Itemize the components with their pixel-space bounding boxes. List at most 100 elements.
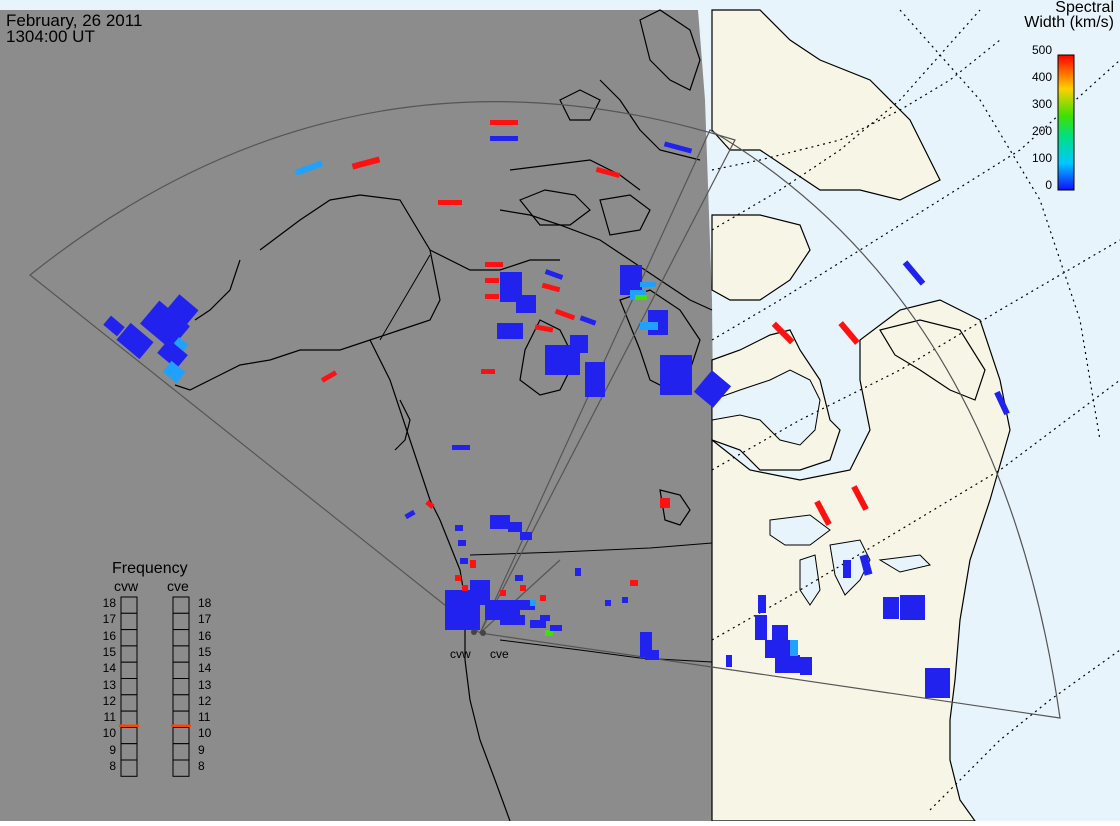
echo-cell [530, 600, 536, 606]
frequency-cell [172, 694, 190, 712]
frequency-tick-right: 8 [198, 759, 205, 773]
echo-cell [645, 650, 659, 660]
coastlines [174, 9, 713, 822]
echo-cell [500, 272, 522, 302]
colorbar-tick: 500 [1031, 43, 1052, 57]
frequency-cell [172, 645, 190, 663]
colorbar-tick: 300 [1031, 97, 1052, 111]
echo-cell [116, 322, 154, 360]
echo-cell [635, 295, 647, 300]
echo-cell [622, 597, 628, 603]
echo-cell [166, 294, 199, 326]
echo-cell [585, 362, 605, 397]
echo-cell [540, 595, 546, 601]
echo-cell [660, 355, 692, 395]
echo-cell [351, 156, 381, 170]
echo-cell [630, 580, 638, 586]
frequency-tick-left: 8 [109, 759, 116, 773]
latitude-grid [711, 9, 1120, 811]
frequency-cell [120, 678, 138, 696]
colorbar-title: Spectral Width (km/s) [1024, 0, 1114, 31]
echo-cell [859, 554, 873, 576]
frequency-tick-left: 11 [103, 710, 116, 725]
echo-cell [157, 339, 188, 369]
echo-cell [530, 620, 546, 628]
time-label: 1304:00 UT [6, 27, 95, 46]
echo-cell [458, 540, 466, 546]
date-label: February, 26 2011 [6, 11, 143, 30]
echo-cell [814, 500, 832, 526]
radar-site-cve [480, 630, 486, 636]
echo-cell [294, 160, 324, 176]
echo-cell [570, 335, 588, 353]
frequency-tick-left: 10 [102, 726, 116, 741]
echo-cell [758, 595, 766, 613]
radar-site-cvw [471, 629, 477, 635]
frequency-cell [172, 759, 190, 777]
frequency-tick-right: 12 [198, 693, 212, 708]
frequency-tick-left: 13 [102, 677, 116, 692]
frequency-cell [120, 596, 138, 614]
echo-cell [663, 141, 693, 154]
frequency-tick-right: 16 [198, 628, 212, 643]
colorbar-scale [1057, 54, 1075, 191]
frequency-title: Frequency [112, 560, 188, 577]
echo-cell [173, 337, 189, 351]
echo-cell [640, 322, 658, 330]
frequency-cell [172, 629, 190, 647]
frequency-cell [172, 661, 190, 680]
echo-cell [925, 668, 950, 698]
frequency-tick-right: 17 [198, 612, 212, 627]
echo-cell [900, 595, 925, 620]
echo-cell [883, 597, 899, 619]
echo-cell [994, 390, 1010, 416]
echo-cell [470, 580, 490, 605]
echo-cell [508, 522, 522, 532]
echo-cell [497, 323, 523, 339]
colorbar-tick: 200 [1031, 124, 1052, 138]
echo-cell [490, 136, 518, 141]
echo-cell [485, 294, 499, 299]
echo-cell [520, 532, 532, 540]
echo-cell [425, 500, 435, 509]
echo-cell [462, 585, 468, 591]
echo-cell [545, 630, 553, 636]
frequency-tick-left: 9 [109, 742, 116, 757]
echo-cell [485, 278, 499, 283]
echo-cell [775, 655, 800, 673]
frequency-tick-right: 18 [198, 596, 212, 610]
echo-cell [500, 590, 506, 596]
echo-cell [455, 575, 461, 581]
echo-cell [500, 615, 525, 625]
scatter-cells [103, 120, 1010, 698]
frequency-cell [120, 694, 138, 712]
echo-cell [640, 282, 656, 287]
echo-cell [755, 615, 767, 640]
echo-cell [541, 282, 561, 293]
frequency-tick-left: 12 [102, 693, 116, 708]
echo-cell [455, 525, 463, 531]
echo-cell [485, 262, 503, 267]
radar-label-cvw: cvw [450, 647, 471, 661]
frequency-cell [120, 661, 138, 680]
echo-cell [140, 300, 190, 350]
frequency-cell [120, 759, 138, 777]
echo-cell [520, 585, 526, 591]
echo-cell [771, 321, 795, 345]
echo-cell [800, 657, 812, 675]
frequency-cell [172, 726, 190, 745]
frequency-cell [172, 612, 190, 631]
frequency-tick-left: 18 [102, 596, 116, 610]
echo-cell [843, 560, 851, 578]
echo-cell [902, 260, 926, 286]
frequency-cell [120, 726, 138, 745]
echo-cell [490, 515, 510, 529]
frequency-tick-left: 17 [102, 612, 116, 627]
colorbar-title-line2: Width (km/s) [1024, 14, 1114, 31]
echo-cell [452, 445, 470, 450]
echo-cell [103, 315, 125, 337]
echo-cell [404, 509, 416, 520]
echo-cell [516, 295, 536, 313]
echo-cell [550, 625, 562, 631]
